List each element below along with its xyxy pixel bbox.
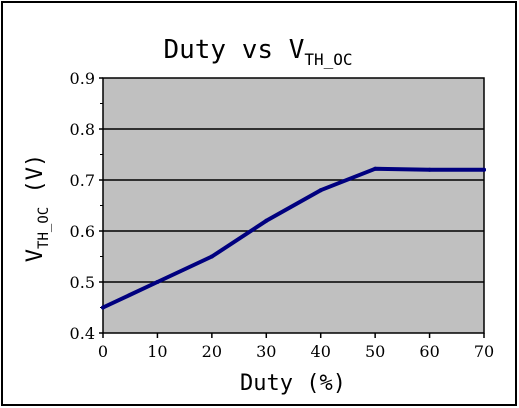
chart-title-subscript: TH_OC — [304, 50, 352, 69]
y-axis-label-main: V — [23, 249, 48, 262]
data-point — [155, 280, 160, 284]
data-point — [318, 188, 323, 193]
x-tick-label: 70 — [474, 342, 494, 361]
data-point — [264, 218, 269, 223]
x-axis-label: Duty (%) — [240, 371, 346, 396]
y-tick-label: 0.4 — [70, 324, 95, 343]
y-tick-label: 0.6 — [70, 222, 95, 241]
data-point — [427, 167, 432, 172]
x-tick-label: 0 — [98, 342, 108, 361]
data-point — [101, 305, 105, 310]
y-axis-label-subscript: TH_OC — [36, 207, 52, 249]
y-tick-label: 0.9 — [70, 69, 95, 88]
x-tick-label: 50 — [365, 342, 385, 361]
grid-lines — [103, 128, 484, 283]
chart-title-main: Duty vs V — [163, 35, 304, 65]
y-axis-label: VTH_OC (V) — [23, 154, 52, 262]
series-line — [101, 166, 486, 310]
x-tick-label: 10 — [147, 342, 167, 361]
y-tick-label: 0.5 — [70, 273, 95, 292]
data-point — [482, 167, 486, 172]
x-tick-label: 40 — [311, 342, 331, 361]
x-tick-label: 60 — [419, 342, 439, 361]
axis-ticks: 0.4 0.5 0.6 0.7 0.8 0.9 0 10 20 30 40 50 60 70 — [70, 69, 495, 361]
y-axis-label-unit: (V) — [23, 154, 48, 207]
series-layer — [101, 166, 486, 310]
chart-title: Duty vs VTH_OC — [163, 35, 352, 69]
x-tick-label: 30 — [256, 342, 276, 361]
data-point — [373, 166, 378, 171]
y-tick-label: 0.8 — [70, 120, 95, 139]
data-point — [209, 254, 214, 259]
x-tick-label: 20 — [202, 342, 222, 361]
y-tick-label: 0.7 — [70, 171, 95, 190]
